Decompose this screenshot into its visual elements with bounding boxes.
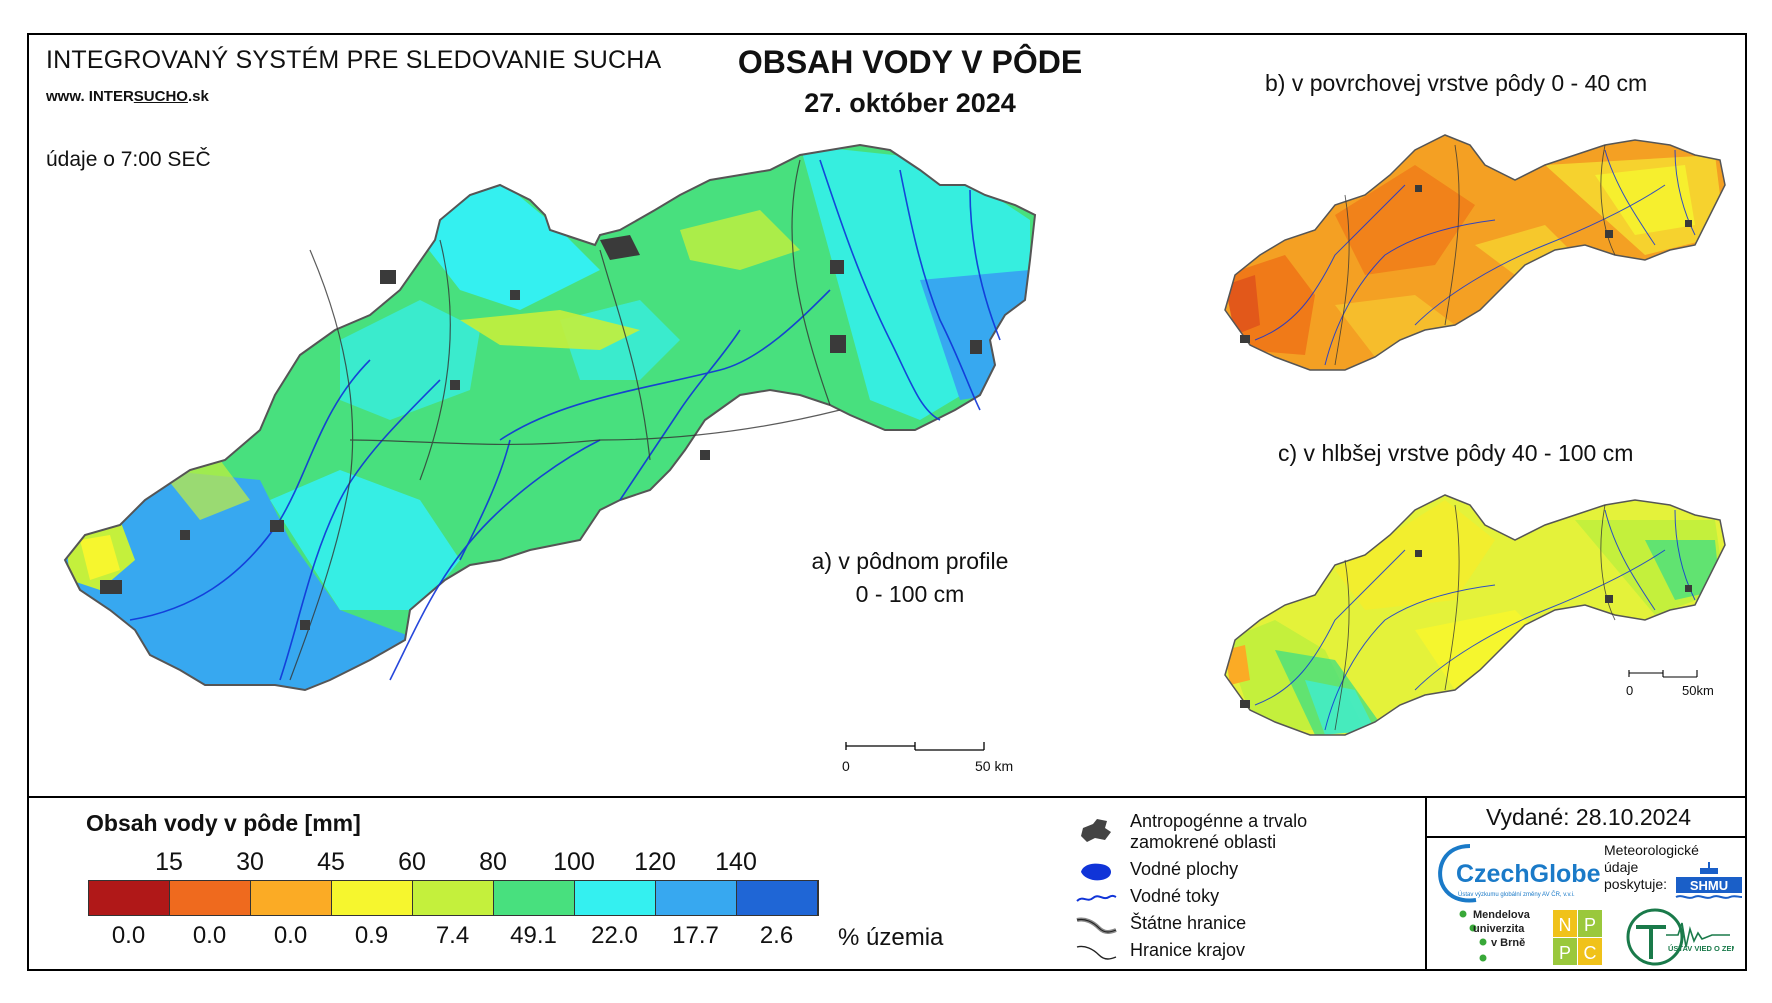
legend-percent-1: 0.0 xyxy=(192,922,227,949)
legend-class-8 xyxy=(737,881,818,915)
legend-percent-4: 7.4 xyxy=(435,922,470,949)
legend-streams: Vodné toky xyxy=(1130,886,1220,906)
legend-water-bodies: Vodné plochy xyxy=(1130,859,1239,879)
nppc-n: N xyxy=(1559,915,1572,935)
stream-icon xyxy=(1076,894,1117,902)
site-middle: SUCHO xyxy=(133,88,188,105)
data-time: údaje o 7:00 SEČ xyxy=(46,148,211,171)
shmu-logo: SHMU xyxy=(1675,862,1743,899)
legend-divider xyxy=(27,796,1747,798)
legend-class-4 xyxy=(413,881,494,915)
footer-divider xyxy=(1425,796,1427,971)
legend-threshold-45: 45 xyxy=(317,848,345,876)
uvz-logo: ÚSTAV VIED O ZEMI xyxy=(1626,908,1734,966)
scale-small-end: 50km xyxy=(1682,683,1714,698)
site-prefix: www. INTER xyxy=(46,88,134,105)
legend-title: Obsah vody v pôde [mm] xyxy=(86,810,361,836)
site-suffix: .sk xyxy=(187,88,209,105)
scale-main-end: 50 km xyxy=(975,758,1014,774)
scale-bar-main xyxy=(845,742,985,751)
map-a-label-line2: 0 - 100 cm xyxy=(855,581,965,607)
page-date: 27. október 2024 xyxy=(804,88,1016,118)
legend-percent-8: 2.6 xyxy=(759,922,794,949)
legend-percent-7: 17.7 xyxy=(672,922,719,949)
legend-percent-6: 22.0 xyxy=(591,922,638,949)
map-c-label: c) v hlbšej vrstve pôdy 40 - 100 cm xyxy=(1278,440,1634,466)
legend-class-1 xyxy=(170,881,251,915)
map-c-deep-layer xyxy=(1224,494,1726,736)
legend-class-3 xyxy=(332,881,413,915)
issued-date: Vydané: 28.10.2024 xyxy=(1485,804,1692,830)
mendel-line3: v Brně xyxy=(1491,937,1525,949)
nppc-p1: P xyxy=(1584,915,1596,935)
nppc-c: C xyxy=(1584,943,1597,963)
legend-class-7 xyxy=(656,881,737,915)
meteo-line3: poskytuje: xyxy=(1604,876,1668,892)
legend-anthropogenic-line2: zamokrené oblasti xyxy=(1130,832,1277,852)
state-border-icon xyxy=(1076,917,1117,934)
legend-anthropogenic: Antropogénne a trvalo zamokrené oblasti xyxy=(1130,811,1307,853)
shmu-text: SHMU xyxy=(1690,878,1728,893)
czechglobe-subtext: Ústav výzkumu globální změny AV ČR, v.v.… xyxy=(1458,891,1575,898)
mendel-logo: Mendelova univerzita v Brně xyxy=(1459,909,1531,962)
scale-bar-small xyxy=(1628,670,1698,678)
legend-threshold-120: 120 xyxy=(634,848,676,876)
legend-percent-0: 0.0 xyxy=(111,922,146,949)
map-a-label-line1: a) v pôdnom profile xyxy=(811,548,1009,574)
system-title: INTEGROVANÝ SYSTÉM PRE SLEDOVANIE SUCHA xyxy=(46,46,662,74)
czechglobe-text: CzechGlobe xyxy=(1456,860,1601,888)
map-b-surface-layer xyxy=(1224,134,1726,371)
legend-class-6 xyxy=(575,881,656,915)
scale-small-start: 0 xyxy=(1626,683,1634,698)
meteo-line1: Meteorologické xyxy=(1604,842,1699,858)
legend-threshold-30: 30 xyxy=(236,848,264,876)
meteo-credit: Meteorologické údaje poskytuje: xyxy=(1604,842,1699,893)
map-a-soil-profile xyxy=(64,144,1036,691)
legend-threshold-140: 140 xyxy=(715,848,757,876)
mendel-line1: Mendelova xyxy=(1473,909,1531,921)
legend-percent-2: 0.0 xyxy=(273,922,308,949)
meteo-line2: údaje xyxy=(1604,859,1639,875)
legend-state-borders: Štátne hranice xyxy=(1130,913,1247,933)
mendel-line2: univerzita xyxy=(1473,923,1525,935)
nppc-p2: P xyxy=(1559,943,1571,963)
legend-region-borders: Hranice krajov xyxy=(1130,940,1246,960)
legend-percent-3: 0.9 xyxy=(354,922,389,949)
region-border-icon xyxy=(1076,945,1117,960)
anthropogenic-area-icon xyxy=(1081,819,1111,842)
legend-threshold-60: 60 xyxy=(398,848,426,876)
nppc-logo: N P P C xyxy=(1553,910,1602,965)
uvz-text: ÚSTAV VIED O ZEMI xyxy=(1668,944,1734,953)
legend-threshold-80: 80 xyxy=(479,848,507,876)
legend-anthropogenic-line1: Antropogénne a trvalo xyxy=(1130,811,1308,831)
legend-threshold-100: 100 xyxy=(553,848,595,876)
legend-class-5 xyxy=(494,881,575,915)
czechglobe-logo: CzechGlobe Ústav výzkumu globální změny … xyxy=(1438,844,1601,903)
legend-class-2 xyxy=(251,881,332,915)
legend-percent-5: 49.1 xyxy=(510,922,557,949)
website-link[interactable]: www. INTERSUCHO.sk xyxy=(46,88,209,105)
legend-class-0 xyxy=(89,881,170,915)
page-title: OBSAH VODY V PÔDE xyxy=(737,44,1083,80)
issued-underline xyxy=(1427,836,1747,838)
map-a-label: a) v pôdnom profile 0 - 100 cm xyxy=(790,545,1030,611)
scale-main-start: 0 xyxy=(842,758,850,774)
legend-threshold-15: 15 xyxy=(155,848,183,876)
percent-unit: % územia xyxy=(838,924,944,951)
map-b-label: b) v povrchovej vrstve pôdy 0 - 40 cm xyxy=(1265,70,1648,96)
legend-colorbar xyxy=(88,880,819,916)
water-body-icon xyxy=(1081,863,1111,881)
